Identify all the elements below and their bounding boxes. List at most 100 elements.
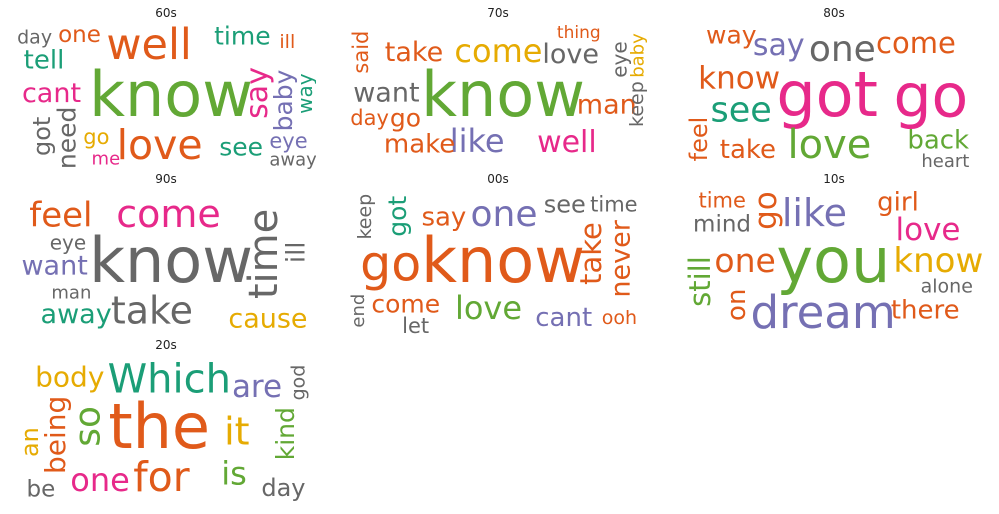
wordcloud-panel: 10s you dream like know one love go still there on… xyxy=(678,170,990,340)
cloud-word: one xyxy=(809,29,876,70)
wordcloud-panel: 20s the for Which it so one is are being body kind d… xyxy=(10,336,322,508)
cloud-word: never xyxy=(605,219,636,297)
cloud-word: eye xyxy=(50,230,86,254)
cloud-word: need xyxy=(52,107,81,169)
cloud-word: let xyxy=(402,314,429,338)
cloud-word: away xyxy=(269,150,316,171)
cloud-word: time xyxy=(214,22,270,51)
cloud-word: heart xyxy=(921,151,969,172)
cloud-word: end xyxy=(348,294,369,328)
cloud-word: day xyxy=(350,106,389,130)
cloud-word: well xyxy=(537,125,597,160)
cloud-word: is xyxy=(221,454,247,492)
cloud-word: god xyxy=(288,365,310,401)
cloud-word: it xyxy=(224,410,249,454)
panel-title: 80s xyxy=(823,6,845,20)
wordcloud-panel: 80s got go love one see know say come take back way… xyxy=(678,4,990,174)
panel-title: 60s xyxy=(155,6,177,20)
cloud-word: the xyxy=(108,390,210,463)
cloud-word: know xyxy=(89,58,253,131)
cloud-word: time xyxy=(590,193,637,217)
cloud-word: know xyxy=(421,58,585,131)
cloud-word: well xyxy=(106,22,192,70)
cloud-word: eye xyxy=(269,129,307,153)
cloud-word: way xyxy=(293,73,316,114)
cloud-word: kind xyxy=(271,407,300,460)
cloud-word: said xyxy=(349,31,373,74)
cloud-word: alone xyxy=(921,275,973,297)
cloud-word: time xyxy=(698,189,745,213)
cloud-word: got xyxy=(28,117,56,156)
cloud-word: still xyxy=(684,256,717,307)
cloud-word: take xyxy=(385,37,443,68)
cloud-word: man xyxy=(577,89,637,120)
cloud-word: got xyxy=(776,58,878,131)
cloud-word: ill xyxy=(282,241,312,263)
cloud-word: one xyxy=(471,194,538,235)
panel-title: 00s xyxy=(487,172,509,186)
cloud-word: want xyxy=(21,251,87,282)
cloud-word: baby xyxy=(628,33,648,78)
cloud-word: one xyxy=(714,241,775,280)
cloud-word: me xyxy=(92,149,121,170)
cloud-word: ill xyxy=(279,31,295,53)
cloud-word: say xyxy=(753,28,805,63)
cloud-word: go xyxy=(390,103,421,132)
cloud-word: there xyxy=(891,295,960,325)
wordcloud-panel: 90s know time take come feel want away cause ill e… xyxy=(10,170,322,340)
cloud-word: take xyxy=(720,135,776,165)
cloud-word: cant xyxy=(535,303,592,333)
cloud-word: baby xyxy=(269,69,298,131)
cloud-word: day xyxy=(261,474,305,502)
cloud-word: one xyxy=(58,22,101,48)
word-cloud: know time take come feel want away cause ill eye m… xyxy=(16,188,316,338)
cloud-word: go xyxy=(83,125,109,149)
cloud-word: so xyxy=(67,406,108,447)
cloud-word: know xyxy=(89,224,253,297)
cloud-word: go xyxy=(360,235,421,292)
cloud-word: come xyxy=(454,32,542,70)
cloud-word: keep xyxy=(354,194,376,240)
cloud-word: say xyxy=(240,67,275,119)
cloud-word: take xyxy=(111,288,193,332)
cloud-word: see xyxy=(219,133,263,162)
cloud-word: ooh xyxy=(602,307,637,329)
cloud-word: cant xyxy=(22,78,81,109)
cloud-word: want xyxy=(353,78,419,109)
cloud-word: thing xyxy=(557,23,601,43)
panel-title: 90s xyxy=(155,172,177,186)
cloud-word: feel xyxy=(29,196,92,236)
wordcloud-panel: 60s know well love say cant tell need see baby tim… xyxy=(10,4,322,174)
cloud-word: see xyxy=(710,90,771,130)
cloud-word: take xyxy=(574,222,608,285)
cloud-word: love xyxy=(788,122,872,168)
panel-title: 20s xyxy=(155,338,177,352)
cloud-word: make xyxy=(384,129,455,159)
cloud-word: time xyxy=(241,209,287,299)
cloud-word: you xyxy=(776,224,890,297)
cloud-word: an xyxy=(16,427,44,457)
cloud-word: be xyxy=(27,477,56,503)
cloud-word: back xyxy=(907,125,969,155)
cloud-word: dream xyxy=(751,286,896,338)
cloud-word: man xyxy=(51,283,91,304)
word-cloud: know well love say cant tell need see baby time go… xyxy=(16,22,316,172)
word-cloud: know come like well love take man want make go sai… xyxy=(348,22,648,172)
cloud-word: away xyxy=(41,299,112,330)
cloud-word: come xyxy=(116,192,221,236)
cloud-word: say xyxy=(421,202,466,232)
cloud-word: come xyxy=(876,26,956,60)
cloud-word: mind xyxy=(693,211,751,237)
cloud-word: come xyxy=(371,289,440,318)
cloud-word: like xyxy=(782,191,847,235)
panel-title: 10s xyxy=(823,172,845,186)
cloud-word: tell xyxy=(24,45,65,75)
cloud-word: girl xyxy=(877,188,919,217)
cloud-word: feel xyxy=(685,117,713,162)
cloud-word: love xyxy=(896,212,961,248)
